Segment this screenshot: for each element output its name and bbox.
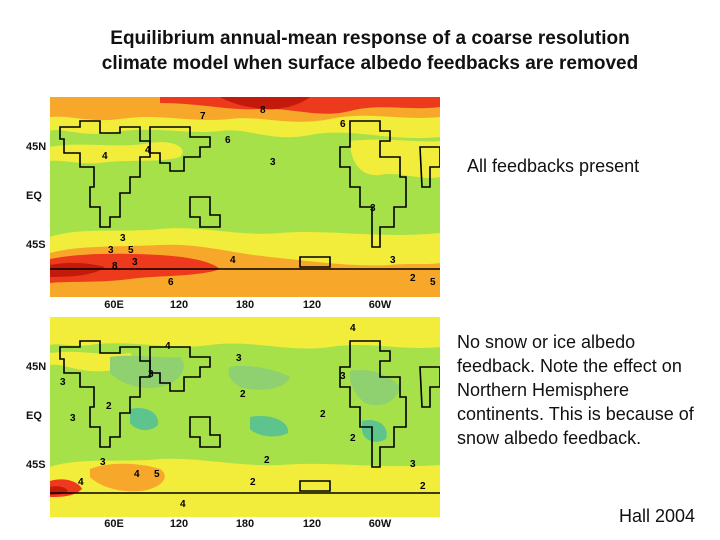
lon-label-60w-top: 60W (368, 299, 392, 311)
contour-label: 3 (148, 369, 154, 380)
map-no-albedo-feedback-svg: 4 3 3 4 3 2 3 2 2 2 3 4 5 4 2 3 2 4 3 2 (50, 317, 440, 517)
field-teal-2 (250, 415, 289, 437)
lat-label-45s-top: 45S (26, 239, 46, 251)
contour-label: 8 (112, 261, 118, 272)
contour-label: 4 (165, 341, 171, 352)
contour-label: 2 (240, 389, 246, 400)
contour-label: 8 (260, 105, 266, 116)
citation-credit: Hall 2004 (619, 506, 696, 526)
contour-label: 4 (350, 323, 356, 334)
field-lightgreen-eurasia (110, 355, 184, 389)
lon-label-180-top: 180 (235, 299, 255, 311)
contour-label: 3 (120, 233, 126, 244)
lat-label-eq-bottom: EQ (26, 410, 42, 422)
lon-label-60e-bottom: 60E (104, 518, 124, 530)
contour-label: 3 (60, 377, 66, 388)
field-teal-3 (362, 419, 387, 442)
field-lightgreen-america (349, 369, 400, 406)
map-all-feedbacks-svg: 7 8 6 3 4 6 4 3 3 3 5 6 8 3 4 3 2 5 (50, 97, 440, 297)
field-darkred-south (50, 262, 105, 277)
contour-label: 3 (390, 255, 396, 266)
title-line-2: climate model when surface albedo feedba… (101, 53, 639, 74)
contour-label: 5 (154, 469, 160, 480)
contour-label: 2 (250, 477, 256, 488)
contour-label: 4 (78, 477, 84, 488)
contour-label: 3 (370, 203, 376, 214)
contour-label: 3 (270, 157, 276, 168)
coastlines (50, 120, 440, 270)
caption-no-albedo-feedback: No snow or ice albedo feedback. Note the… (457, 332, 694, 448)
contour-label: 3 (100, 457, 106, 468)
contour-label: 4 (230, 255, 236, 266)
field-darkred-north (220, 97, 310, 110)
field-yellow-north (50, 317, 440, 349)
coastlines (50, 340, 440, 494)
contour-label: 4 (102, 151, 108, 162)
lon-label-120-top: 120 (169, 299, 189, 311)
contour-label: 7 (200, 111, 206, 122)
contour-label: 2 (420, 481, 426, 492)
lon-label-120-bottom: 120 (169, 518, 189, 530)
contour-label: 4 (180, 499, 186, 510)
caption-all-feedbacks: All feedbacks present (467, 156, 640, 176)
lon-label-60e-top: 60E (104, 299, 124, 311)
lat-label-45s-bottom: 45S (26, 459, 46, 471)
contour-label: 2 (350, 433, 356, 444)
map-no-albedo-feedback: 4 3 3 4 3 2 3 2 2 2 3 4 5 4 2 3 2 4 3 2 (50, 317, 440, 517)
lon-label-180-bottom: 180 (235, 518, 255, 530)
field-orange-south (90, 463, 165, 492)
field-orange-southedge (50, 285, 440, 297)
contour-label: 5 (430, 277, 436, 288)
contour-label: 6 (168, 277, 174, 288)
contour-label: 6 (225, 135, 231, 146)
contour-label: 4 (134, 469, 140, 480)
contour-label: 4 (145, 145, 151, 156)
map-all-feedbacks: 7 8 6 3 4 6 4 3 3 3 5 6 8 3 4 3 2 5 (50, 97, 440, 297)
contour-label: 3 (70, 413, 76, 424)
field-yellow-midnorth-east (350, 139, 440, 178)
contour-label: 5 (128, 245, 134, 256)
contour-label: 3 (410, 459, 416, 470)
contour-label: 2 (106, 401, 112, 412)
contour-label: 3 (132, 257, 138, 268)
lat-label-45n-bottom: 45N (26, 361, 47, 373)
title-line-1: Equilibrium annual-mean response of a co… (110, 28, 630, 49)
lat-label-eq-top: EQ (26, 190, 42, 202)
lat-label-45n-top: 45N (26, 141, 47, 153)
lon-label-120w-bottom: 120 (302, 518, 322, 530)
contour-label: 6 (340, 119, 346, 130)
contour-label: 2 (410, 273, 416, 284)
contour-label: 2 (264, 455, 270, 466)
field-lightgreen-central (228, 365, 290, 390)
lon-label-120w-top: 120 (302, 299, 322, 311)
contour-labels-top: 7 8 6 3 4 6 4 3 3 3 5 6 8 3 4 3 2 5 (102, 105, 436, 288)
contour-label: 3 (340, 371, 346, 382)
field-teal-1 (130, 407, 159, 431)
lon-label-60w-bottom: 60W (368, 518, 392, 530)
slide-title: Equilibrium annual-mean response of a co… (40, 26, 700, 76)
contour-label: 3 (236, 353, 242, 364)
contour-label: 3 (108, 245, 114, 256)
contour-labels-bottom: 4 3 3 4 3 2 3 2 2 2 3 4 5 4 2 3 2 4 3 2 (60, 323, 426, 510)
contour-label: 2 (320, 409, 326, 420)
